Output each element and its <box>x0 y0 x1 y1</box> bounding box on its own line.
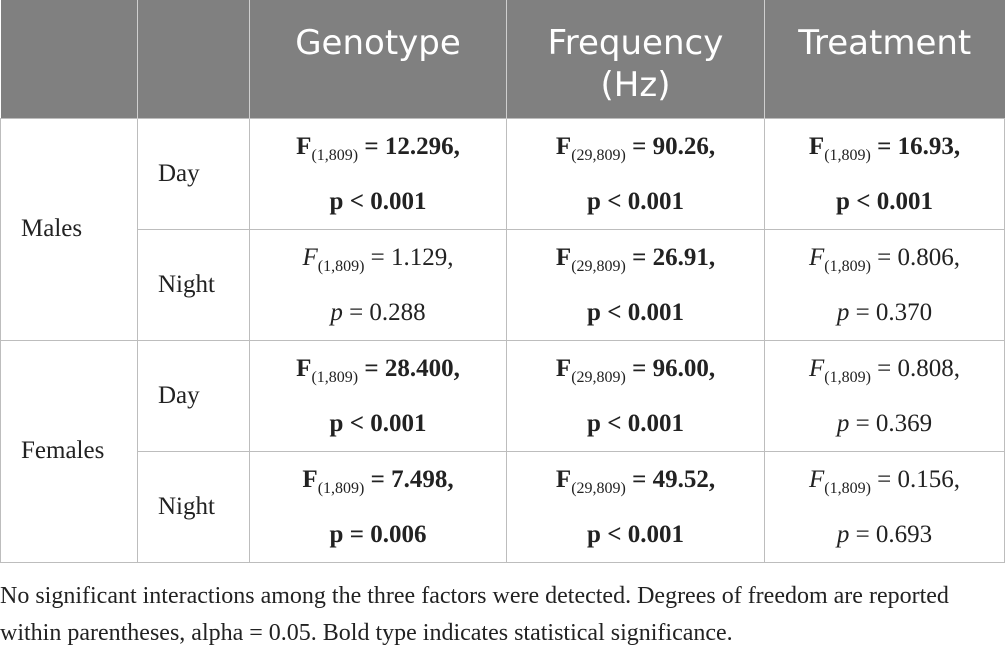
f-statistic: F(1,809) = 12.296, <box>256 119 500 174</box>
f-statistic: F(1,809) = 7.498, <box>256 452 500 507</box>
period-label: Day <box>137 117 250 230</box>
degrees-of-freedom: (1,809) <box>824 368 871 386</box>
stat-cell: F(29,809) = 96.00, p < 0.001 <box>506 339 765 452</box>
p-letter: p <box>836 298 850 326</box>
stat-cell: F(1,809) = 28.400, p < 0.001 <box>249 339 507 452</box>
table-row: Night F(1,809) = 7.498, p = 0.006 F(29,8… <box>1 450 1005 563</box>
f-value: = 0.808, <box>870 354 961 382</box>
header-genotype: Genotype <box>249 0 507 118</box>
period-label: Day <box>137 339 250 452</box>
anova-results-table: Genotype Frequency (Hz) Treatment Males … <box>0 0 1005 563</box>
p-value: p < 0.001 <box>587 187 684 215</box>
degrees-of-freedom: (29,809) <box>571 479 626 497</box>
f-statistic: F(1,809) = 0.806, <box>771 230 998 285</box>
p-value: p = 0.006 <box>329 520 427 548</box>
f-letter: F <box>808 354 825 382</box>
stat-cell: F(29,809) = 26.91, p < 0.001 <box>506 228 765 341</box>
stat-cell: F(1,809) = 0.806, p = 0.370 <box>764 228 1005 341</box>
f-letter: F <box>808 243 825 271</box>
table-footnote: No significant interactions among the th… <box>0 583 949 646</box>
f-letter: F <box>555 132 572 160</box>
header-empty-1 <box>0 0 138 118</box>
degrees-of-freedom: (1,809) <box>824 146 871 164</box>
degrees-of-freedom: (29,809) <box>571 257 626 275</box>
p-value: p < 0.001 <box>836 187 933 215</box>
f-statistic: F(29,809) = 96.00, <box>513 341 758 396</box>
stat-cell: F(1,809) = 0.808, p = 0.369 <box>764 339 1005 452</box>
p-value: p = 0.369 <box>836 409 933 437</box>
p-value: p < 0.001 <box>329 187 427 215</box>
degrees-of-freedom: (29,809) <box>571 368 626 386</box>
degrees-of-freedom: (1,809) <box>317 479 365 497</box>
table-row: Night F(1,809) = 1.129, p = 0.288 F(29,8… <box>1 228 1005 341</box>
p-value: p < 0.001 <box>329 409 427 437</box>
f-value: = 0.156, <box>870 465 961 493</box>
header-empty-2 <box>137 0 250 118</box>
degrees-of-freedom: (1,809) <box>311 368 359 386</box>
f-value: = 16.93, <box>870 132 961 160</box>
f-statistic: F(29,809) = 26.91, <box>513 230 758 285</box>
f-value: = 12.296, <box>358 132 460 160</box>
p-value: p = 0.288 <box>330 298 426 326</box>
p-value: p = 0.693 <box>836 520 933 548</box>
stat-cell: F(1,809) = 1.129, p = 0.288 <box>249 228 507 341</box>
f-letter: F <box>555 354 572 382</box>
f-letter: F <box>302 465 318 493</box>
stat-cell: F(1,809) = 0.156, p = 0.693 <box>764 450 1005 563</box>
degrees-of-freedom: (1,809) <box>824 257 871 275</box>
f-letter: F <box>808 465 825 493</box>
header-frequency: Frequency (Hz) <box>506 0 765 118</box>
f-letter: F <box>296 132 312 160</box>
f-statistic: F(1,809) = 1.129, <box>256 230 500 285</box>
f-value: = 7.498, <box>364 465 454 493</box>
degrees-of-freedom: (29,809) <box>571 146 626 164</box>
f-statistic: F(29,809) = 90.26, <box>513 119 758 174</box>
group-label: Males <box>0 117 138 341</box>
f-statistic: F(1,809) = 0.808, <box>771 341 998 396</box>
f-value: = 28.400, <box>358 354 460 382</box>
degrees-of-freedom: (1,809) <box>311 146 359 164</box>
f-value: = 1.129, <box>364 243 454 271</box>
f-value: = 96.00, <box>625 354 716 382</box>
f-statistic: F(29,809) = 49.52, <box>513 452 758 507</box>
f-letter: F <box>808 132 825 160</box>
f-letter: F <box>302 243 318 271</box>
period-label: Night <box>137 450 250 563</box>
stat-cell: F(1,809) = 7.498, p = 0.006 <box>249 450 507 563</box>
degrees-of-freedom: (1,809) <box>824 479 871 497</box>
p-letter: p <box>836 409 850 437</box>
f-value: = 90.26, <box>625 132 716 160</box>
p-value: p < 0.001 <box>587 298 684 326</box>
stat-cell: F(1,809) = 16.93, p < 0.001 <box>764 117 1005 230</box>
f-statistic: F(1,809) = 16.93, <box>771 119 998 174</box>
header-treatment: Treatment <box>764 0 1005 118</box>
f-value: = 49.52, <box>625 465 716 493</box>
f-statistic: F(1,809) = 0.156, <box>771 452 998 507</box>
degrees-of-freedom: (1,809) <box>317 257 365 275</box>
p-letter: p <box>330 298 343 326</box>
stat-cell: F(29,809) = 90.26, p < 0.001 <box>506 117 765 230</box>
period-label: Night <box>137 228 250 341</box>
f-value: = 26.91, <box>625 243 716 271</box>
p-value: p < 0.001 <box>587 520 684 548</box>
group-label: Females <box>0 339 138 563</box>
stat-cell: F(1,809) = 12.296, p < 0.001 <box>249 117 507 230</box>
f-value: = 0.806, <box>870 243 961 271</box>
header-row: Genotype Frequency (Hz) Treatment <box>0 0 1005 118</box>
f-letter: F <box>296 354 312 382</box>
stat-cell: F(29,809) = 49.52, p < 0.001 <box>506 450 765 563</box>
table-row: Females Day F(1,809) = 28.400, p < 0.001… <box>0 339 1005 563</box>
p-letter: p <box>836 520 850 548</box>
p-value: p = 0.370 <box>836 298 933 326</box>
p-value: p < 0.001 <box>587 409 684 437</box>
table-row: Males Day F(1,809) = 12.296, p < 0.001 F… <box>0 117 1005 341</box>
f-statistic: F(1,809) = 28.400, <box>256 341 500 396</box>
f-letter: F <box>555 465 572 493</box>
f-letter: F <box>555 243 572 271</box>
